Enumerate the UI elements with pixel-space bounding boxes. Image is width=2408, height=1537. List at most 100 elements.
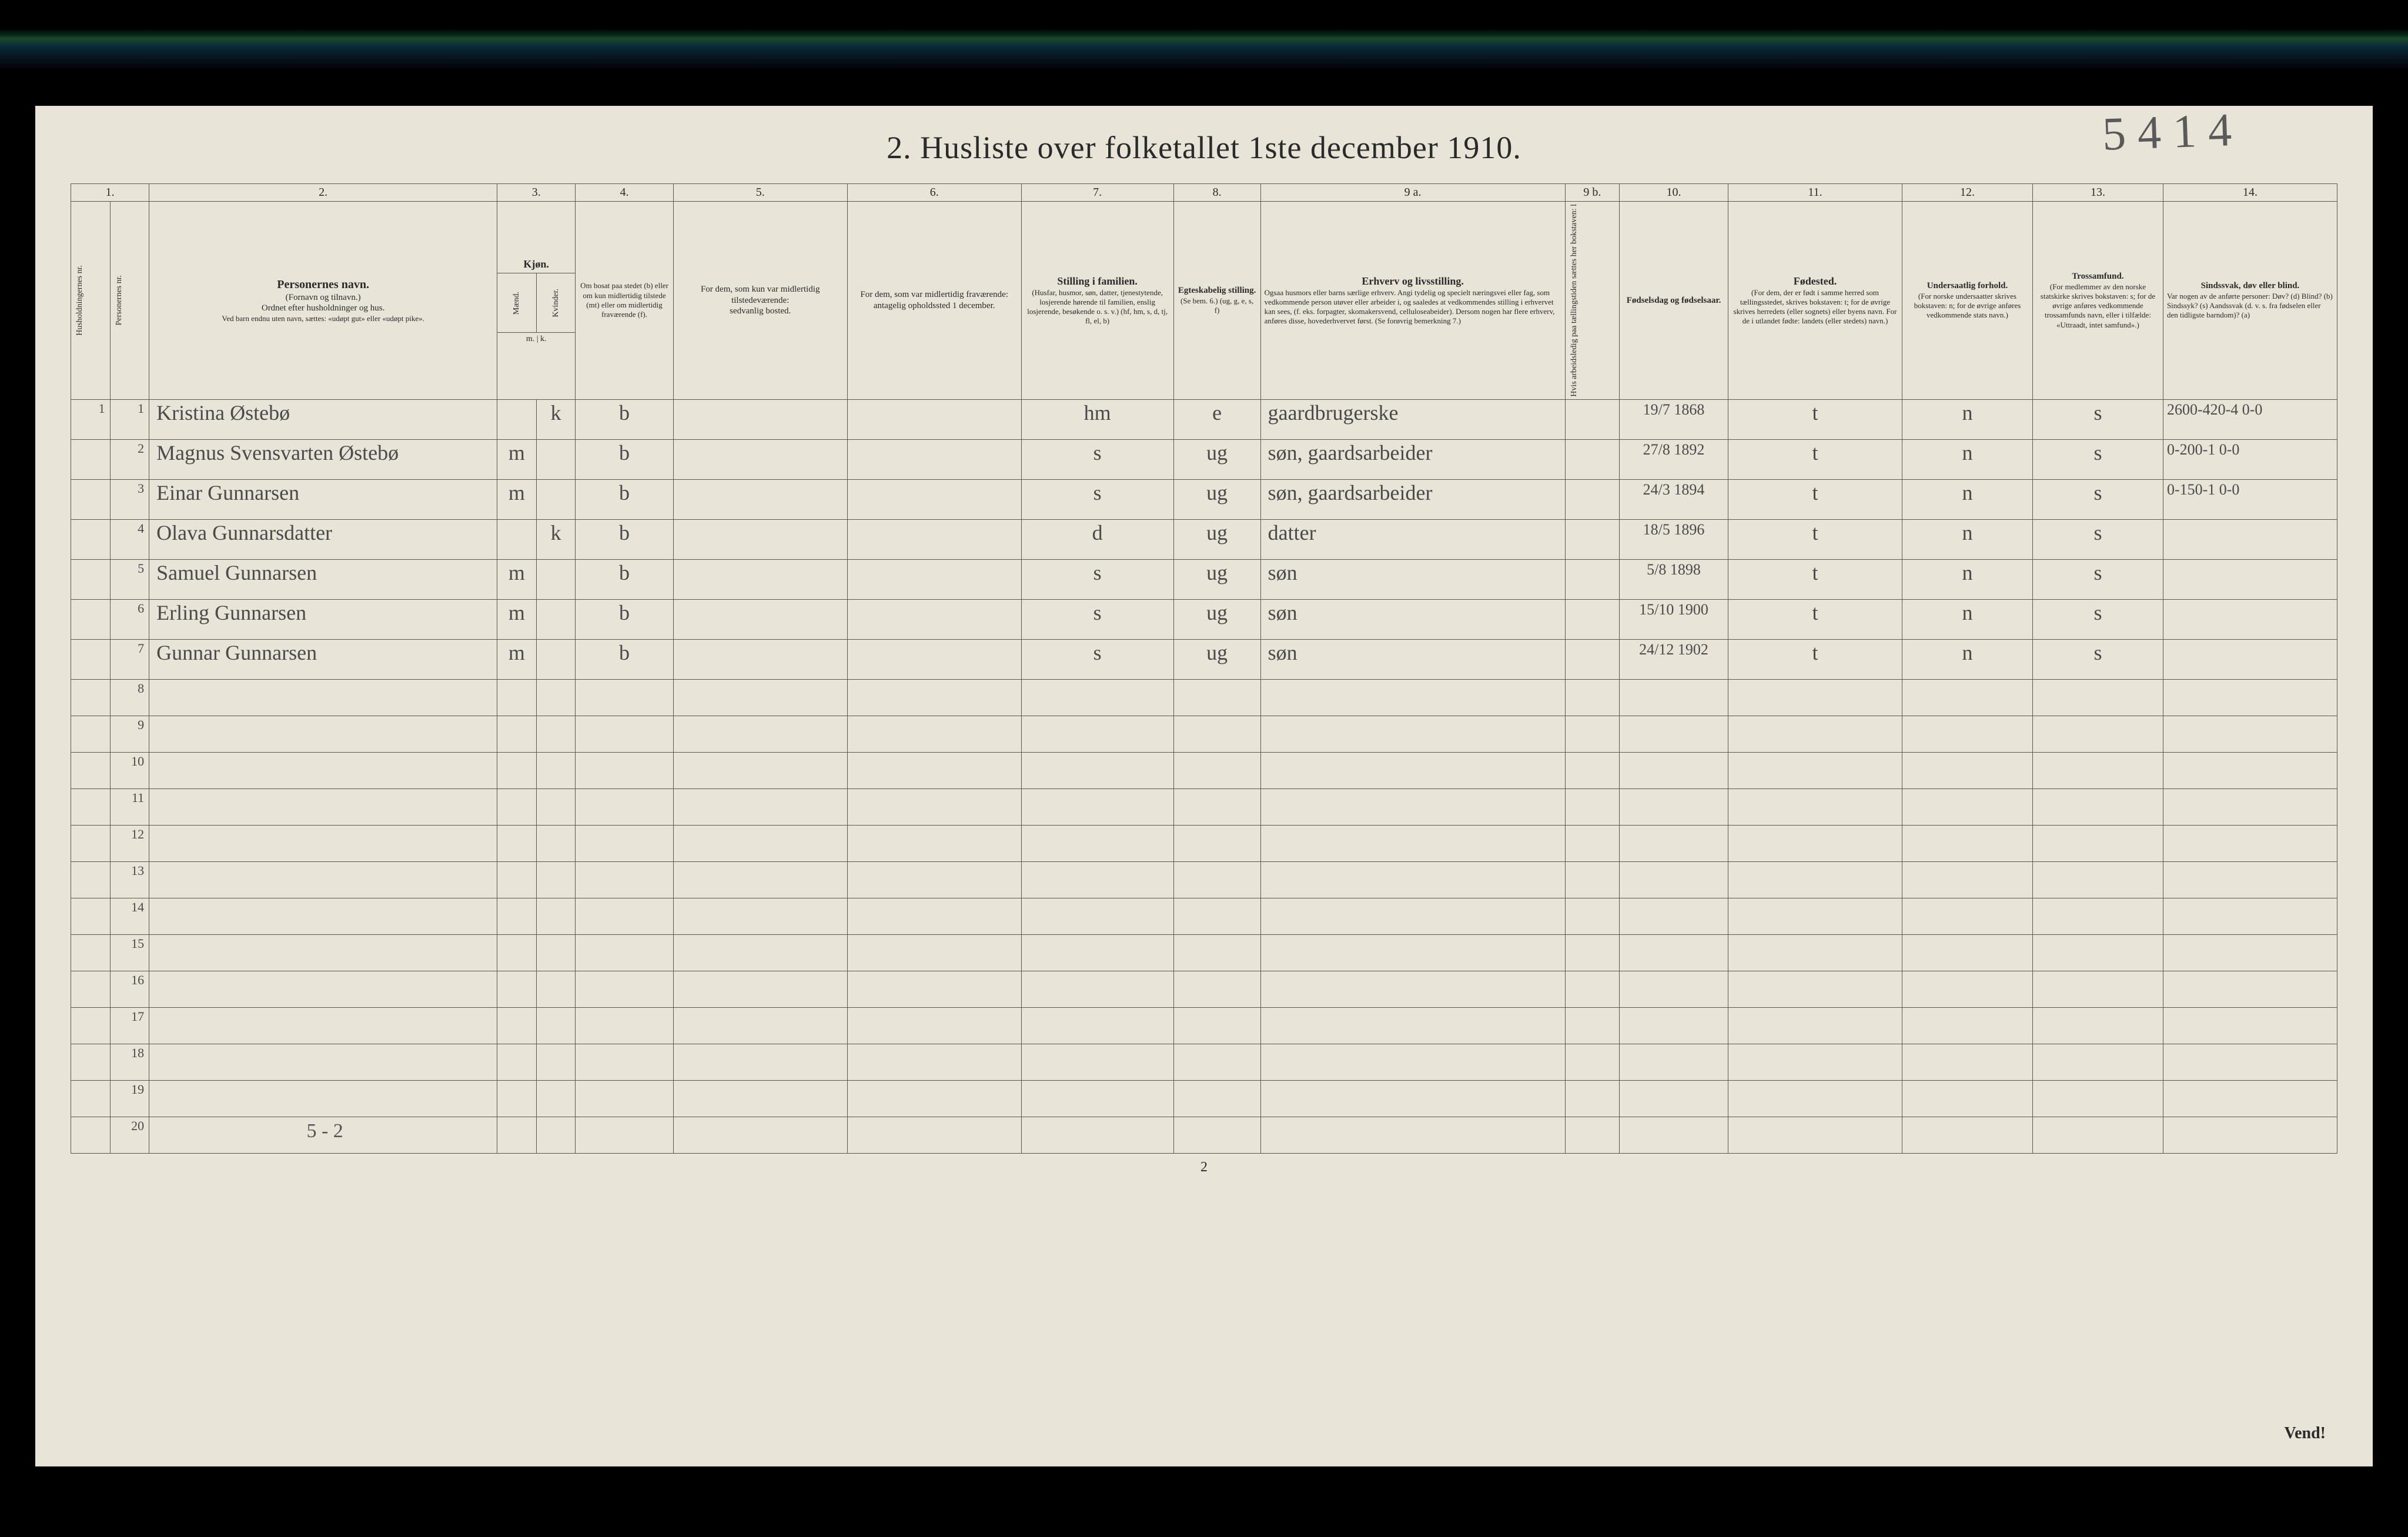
- cell-empty: [1902, 825, 2033, 861]
- cell-empty: [673, 971, 847, 1007]
- table-row-empty: 11: [71, 788, 2337, 825]
- cell-name: [149, 1007, 497, 1044]
- cell-fsted: t: [1728, 559, 1902, 599]
- cell-fdato: 19/7 1868: [1620, 399, 1728, 439]
- film-strip: [0, 0, 2408, 71]
- census-page: 2. Husliste over folketallet 1ste decemb…: [35, 106, 2373, 1466]
- cell-empty: [1173, 752, 1260, 788]
- cell-empty: [673, 679, 847, 716]
- cell-bosat: b: [576, 559, 673, 599]
- cell-empty: [536, 752, 576, 788]
- cell-empty: [1620, 1007, 1728, 1044]
- cell-empty: [1260, 934, 1565, 971]
- cell-empty: [1173, 1044, 1260, 1080]
- cell-empty: [1021, 971, 1173, 1007]
- c2-sub1: (Fornavn og tilnavn.): [153, 292, 493, 303]
- cell-c6: [847, 599, 1021, 639]
- colnum-9b: 9 b.: [1565, 184, 1619, 202]
- cell-c14: 2600-420-4 0-0: [2163, 399, 2337, 439]
- cell-empty: [1565, 898, 1619, 934]
- cell-fdato: 27/8 1892: [1620, 439, 1728, 479]
- cell-empty: [536, 1117, 576, 1153]
- cell-under: n: [1902, 639, 2033, 679]
- cell-empty: [1620, 898, 1728, 934]
- cell-empty: [1620, 679, 1728, 716]
- cell-empty: [1021, 1080, 1173, 1117]
- cell-9b: [1565, 559, 1619, 599]
- col4-bosat: Om bosat paa stedet (b) eller om kun mid…: [576, 202, 673, 400]
- c13-main: Trossamfund.: [2036, 271, 2159, 282]
- cell-empty: [847, 861, 1021, 898]
- cell-pn: 4: [110, 519, 149, 559]
- cell-name: [149, 679, 497, 716]
- cell-empty: [673, 898, 847, 934]
- cell-egte: ug: [1173, 559, 1260, 599]
- cell-empty: [497, 825, 537, 861]
- col1-hh: Husholdningernes nr.: [71, 202, 111, 400]
- cell-empty: [673, 788, 847, 825]
- cell-empty: [1565, 1117, 1619, 1153]
- cell-pn: 2: [110, 439, 149, 479]
- cell-egte: ug: [1173, 479, 1260, 519]
- cell-erhverv: søn, gaardsarbeider: [1260, 479, 1565, 519]
- cell-empty: [497, 861, 537, 898]
- colnum-14: 14.: [2163, 184, 2337, 202]
- cell-empty: [1021, 1007, 1173, 1044]
- header-number-row: 1. 2. 3. 4. 5. 6. 7. 8. 9 a. 9 b. 10. 11…: [71, 184, 2337, 202]
- cell-bosat: b: [576, 599, 673, 639]
- census-table: 1. 2. 3. 4. 5. 6. 7. 8. 9 a. 9 b. 10. 11…: [71, 183, 2337, 1154]
- cell-pn: 10: [110, 752, 149, 788]
- cell-m: m: [497, 439, 537, 479]
- col10: Fødselsdag og fødselsaar.: [1620, 202, 1728, 400]
- cell-empty: [1620, 1080, 1728, 1117]
- cell-c14: 0-200-1 0-0: [2163, 439, 2337, 479]
- cell-bosat: b: [576, 479, 673, 519]
- cell-egte: ug: [1173, 439, 1260, 479]
- cell-empty: [1565, 679, 1619, 716]
- col2-name: Personernes navn. (Fornavn og tilnavn.) …: [149, 202, 497, 400]
- table-row: 6Erling Gunnarsenmbsugsøn15/10 1900tns: [71, 599, 2337, 639]
- cell-empty: [2032, 825, 2163, 861]
- cell-empty: [1565, 1007, 1619, 1044]
- c4-main: Om bosat paa stedet (b) eller om kun mid…: [579, 281, 669, 319]
- cell-m: m: [497, 559, 537, 599]
- cell-bosat: b: [576, 399, 673, 439]
- cell-tros: s: [2032, 479, 2163, 519]
- cell-stilling: hm: [1021, 399, 1173, 439]
- c8-main: Egteskabelig stilling.: [1178, 285, 1257, 296]
- c12-sub: (For norske undersaatter skrives bokstav…: [1906, 292, 2029, 320]
- cell-m: m: [497, 479, 537, 519]
- col5: For dem, som kun var midlertidig tilsted…: [673, 202, 847, 400]
- cell-hh: [71, 861, 111, 898]
- cell-empty: [1620, 788, 1728, 825]
- col3-kjon: Kjøn. Mænd. Kvinder. m. | k.: [497, 202, 576, 400]
- cell-fsted: t: [1728, 639, 1902, 679]
- cell-empty: [576, 1007, 673, 1044]
- page-title: 2. Husliste over folketallet 1ste decemb…: [887, 130, 1521, 165]
- cell-erhverv: datter: [1260, 519, 1565, 559]
- cell-pn: 6: [110, 599, 149, 639]
- cell-under: n: [1902, 439, 2033, 479]
- colnum-1: 1.: [71, 184, 149, 202]
- cell-empty: [497, 1044, 537, 1080]
- cell-name: Samuel Gunnarsen: [149, 559, 497, 599]
- cell-9b: [1565, 599, 1619, 639]
- cell-empty: [1173, 825, 1260, 861]
- c13-sub: (For medlemmer av den norske statskirke …: [2036, 282, 2159, 330]
- cell-tros: s: [2032, 439, 2163, 479]
- cell-empty: [1902, 1044, 2033, 1080]
- cell-empty: [536, 716, 576, 752]
- cell-empty: [536, 825, 576, 861]
- cell-empty: [847, 752, 1021, 788]
- cell-empty: [497, 898, 537, 934]
- cell-empty: [1728, 1007, 1902, 1044]
- cell-erhverv: søn: [1260, 599, 1565, 639]
- cell-empty: [576, 716, 673, 752]
- cell-k: [536, 559, 576, 599]
- cell-pn: 17: [110, 1007, 149, 1044]
- cell-egte: ug: [1173, 599, 1260, 639]
- cell-empty: [1021, 1117, 1173, 1153]
- cell-k: [536, 639, 576, 679]
- cell-empty: [576, 861, 673, 898]
- table-row-empty: 10: [71, 752, 2337, 788]
